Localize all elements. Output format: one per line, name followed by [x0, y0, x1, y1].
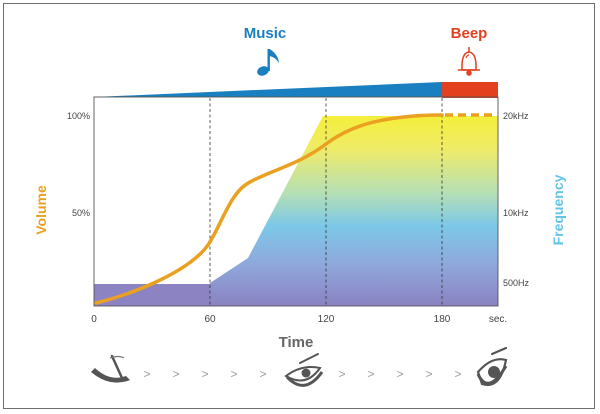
music-label: Music: [244, 25, 287, 42]
frequency-tick-20khz: 20kHz: [503, 111, 529, 121]
frequency-tick-500hz: 500Hz: [503, 278, 530, 288]
sequence-separator-4: >: [230, 367, 237, 381]
volume-tick-100: 100%: [67, 111, 90, 121]
sequence-separator-6: >: [338, 367, 345, 381]
closed-eye-icon: [91, 354, 130, 383]
frequency-base-band: [94, 284, 210, 306]
time-axis-title: Time: [279, 334, 314, 351]
sequence-separator-9: >: [425, 367, 432, 381]
volume-axis-title: Volume: [33, 185, 49, 235]
volume-tick-50: 50%: [72, 208, 90, 218]
sequence-separator-1: >: [143, 367, 150, 381]
sequence-separator-8: >: [396, 367, 403, 381]
time-tick-60: 60: [204, 314, 216, 325]
sequence-separator-3: >: [201, 367, 208, 381]
time-markers: [209, 98, 443, 306]
sequence-separator-5: >: [259, 367, 266, 381]
plot-area: [93, 96, 499, 307]
frequency-area: [94, 116, 498, 306]
eye-sequence-separators: > > > > > > > > > >: [143, 367, 461, 381]
music-wedge-bar: [94, 82, 442, 97]
sequence-separator-10: >: [454, 367, 461, 381]
half-open-eye-icon: [284, 353, 324, 387]
time-tick-120: 120: [318, 314, 335, 325]
time-tick-unit: sec.: [489, 314, 507, 325]
music-note-icon: [257, 49, 279, 76]
time-tick-180: 180: [434, 314, 451, 325]
diagram-frame: [3, 3, 595, 409]
time-tick-0: 0: [91, 314, 97, 325]
beep-label: Beep: [451, 25, 488, 42]
sequence-separator-7: >: [367, 367, 374, 381]
frequency-tick-10khz: 10kHz: [503, 208, 529, 218]
sequence-separator-2: >: [172, 367, 179, 381]
bell-icon: [458, 47, 480, 76]
beep-bar: [442, 82, 498, 98]
frequency-axis-title: Frequency: [550, 174, 566, 245]
open-eye-icon: [476, 346, 508, 387]
volume-curve: [94, 113, 444, 305]
